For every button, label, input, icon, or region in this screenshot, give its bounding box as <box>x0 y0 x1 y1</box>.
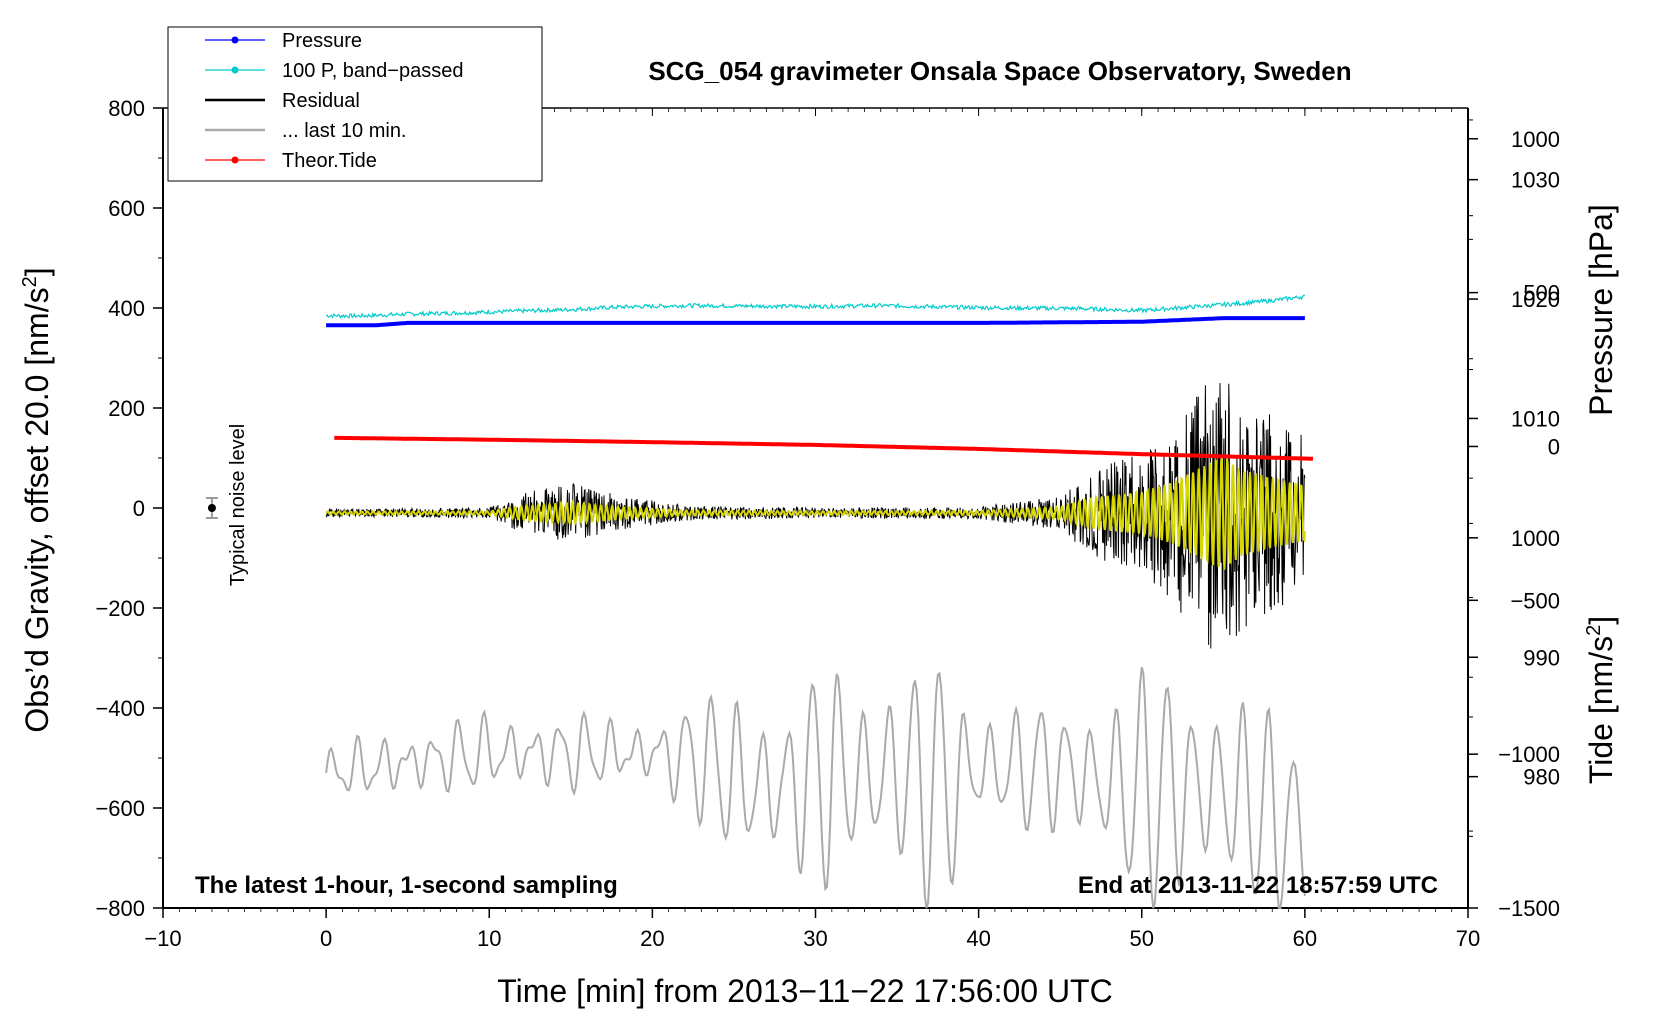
x-tick-label: 40 <box>966 926 990 951</box>
y-left-label-end: ] <box>19 267 55 276</box>
x-tick-label: 50 <box>1130 926 1154 951</box>
legend-label: 100 P, band−passed <box>282 60 463 82</box>
y-left-tick-label: 800 <box>108 96 145 121</box>
legend-label: Pressure <box>282 30 362 52</box>
pressure-tick-label: 1020 <box>1511 287 1560 312</box>
y-left-tick-label: −600 <box>95 796 145 821</box>
legend-box <box>167 26 543 182</box>
series-theor-tide <box>334 435 1314 461</box>
tide-label-main: Tide [nm/s <box>1583 636 1619 784</box>
legend-marker <box>231 66 239 74</box>
series-last-10-min <box>325 666 1306 910</box>
x-tick-label: 20 <box>640 926 664 951</box>
legend-marker <box>231 36 239 44</box>
note-left: The latest 1-hour, 1-second sampling <box>195 872 618 899</box>
y-left-tick-label: 600 <box>108 196 145 221</box>
y-left-label-sup: 2 <box>19 276 41 287</box>
series-pressure-bandpassed <box>325 294 1306 319</box>
y-right-pressure-label: Pressure [hPa] <box>1583 204 1619 416</box>
chart-title: SCG_054 gravimeter Onsala Space Observat… <box>648 56 1351 86</box>
x-tick-label: 10 <box>477 926 501 951</box>
x-tick-label: 70 <box>1456 926 1480 951</box>
tide-label-sup: 2 <box>1583 625 1605 636</box>
x-axis-label: Time [min] from 2013−11−22 17:56:00 UTC <box>497 973 1112 1009</box>
x-tick-label: 0 <box>320 926 332 951</box>
x-tick-label: 60 <box>1293 926 1317 951</box>
y-left-label-main: Obs’d Gravity, offset 20.0 [nm/s <box>19 287 55 732</box>
noise-level-marker <box>205 497 218 519</box>
y-right-tide-label: Tide [nm/s2] <box>1583 616 1619 784</box>
y-left-tick-label: 200 <box>108 396 145 421</box>
noise-level-label: Typical noise level <box>227 424 249 586</box>
legend-label: ... last 10 min. <box>282 120 407 142</box>
tide-tick-label: 500 <box>1523 281 1560 306</box>
legend-marker <box>231 156 239 164</box>
noise-point <box>207 504 216 512</box>
y-left-tick-label: 400 <box>108 296 145 321</box>
note-right: End at 2013-11-22 18:57:59 UTC <box>1078 872 1438 899</box>
tide-tick-label: −500 <box>1510 588 1560 613</box>
y-left-tick-label: 0 <box>133 496 145 521</box>
series-layer <box>325 294 1314 910</box>
pressure-tick-label: 1010 <box>1511 406 1560 431</box>
tide-tick-label: −1500 <box>1498 896 1560 921</box>
pressure-tick-label: 980 <box>1523 765 1560 790</box>
x-tick-label: 30 <box>803 926 827 951</box>
tide-tick-label: −1000 <box>1498 742 1560 767</box>
pressure-tick-label: 1000 <box>1511 526 1560 551</box>
pressure-tick-label: 1030 <box>1511 168 1560 193</box>
axis-layer: −10 0 10 20 30 40 50 60 708006004002000−200−400−… <box>95 96 1560 951</box>
tide-label-end: ] <box>1583 616 1619 625</box>
series-residual-filtered <box>325 456 1306 570</box>
tide-tick-label: 1000 <box>1511 127 1560 152</box>
y-left-tick-label: −400 <box>95 696 145 721</box>
x-tick-label: −10 <box>144 926 181 951</box>
legend: Pressure 100 P, band−passed Residual ... la… <box>167 26 543 182</box>
tide-tick-label: 0 <box>1548 434 1560 459</box>
legend-label: Residual <box>282 90 360 112</box>
pressure-tick-label: 990 <box>1523 645 1560 670</box>
series-pressure <box>326 316 1305 328</box>
y-left-axis-label: Obs’d Gravity, offset 20.0 [nm/s2] <box>19 267 55 732</box>
y-left-tick-label: −800 <box>95 896 145 921</box>
legend-label: Theor.Tide <box>282 150 377 172</box>
y-left-tick-label: −200 <box>95 596 145 621</box>
